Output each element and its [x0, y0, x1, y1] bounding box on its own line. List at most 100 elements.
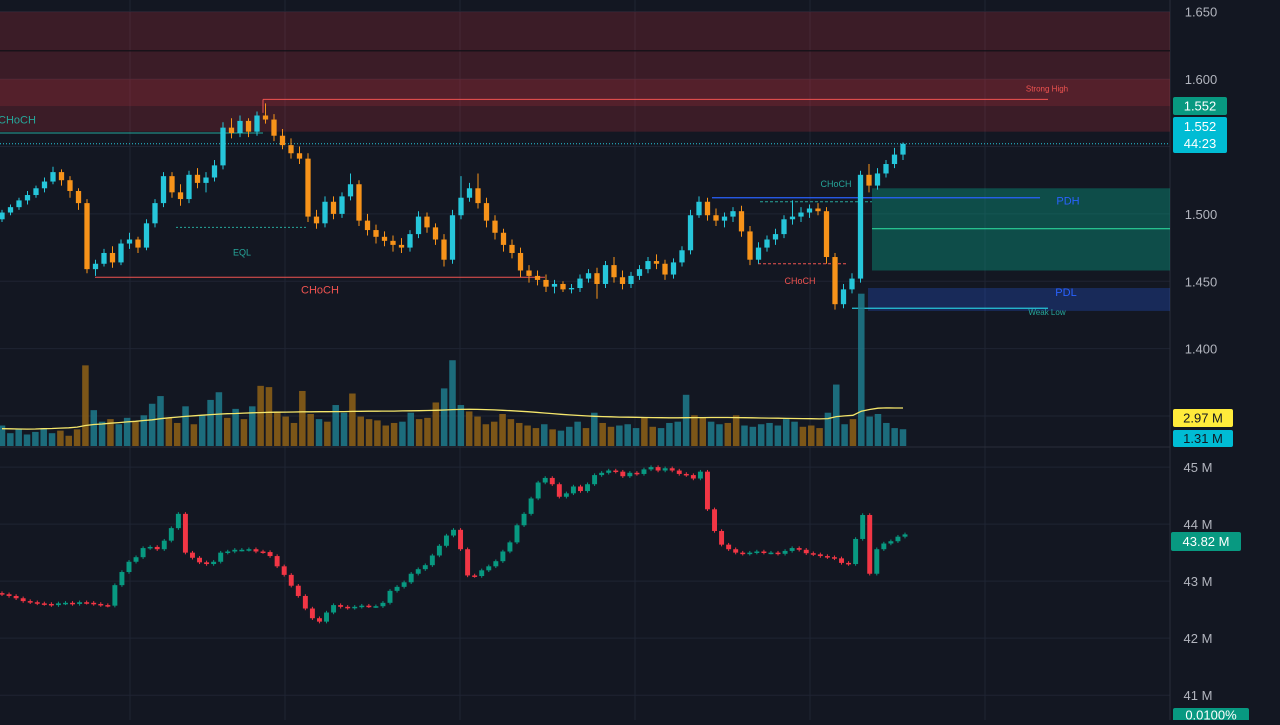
- candle-body: [422, 565, 428, 570]
- indicator-candle: [782, 549, 788, 556]
- price-candle: [594, 267, 600, 299]
- candle-body: [161, 540, 167, 550]
- volume-bar: [107, 419, 114, 446]
- candle-body: [747, 231, 753, 260]
- volume-bar: [357, 416, 364, 446]
- indicator-candle: [895, 534, 901, 543]
- candle-body: [738, 211, 745, 232]
- volume-bar: [299, 390, 306, 446]
- candle-body: [211, 165, 218, 178]
- volume-bar: [349, 393, 356, 446]
- candle-body: [271, 119, 277, 136]
- candle-body: [492, 220, 498, 233]
- indicator-candle: [48, 602, 54, 607]
- candle-body: [356, 184, 362, 221]
- indicator-candle: [458, 528, 464, 551]
- indicator-candle: [451, 528, 456, 538]
- price-candle: [211, 159, 218, 182]
- price-candle: [891, 147, 898, 169]
- price-candle: [738, 205, 745, 237]
- volume-bar: [0, 425, 6, 446]
- indicator-candle: [733, 547, 739, 555]
- price-candle: [577, 274, 583, 293]
- indicator-candle: [740, 550, 746, 556]
- price-candle: [696, 196, 702, 218]
- volume-bar: [791, 421, 798, 446]
- structure-label-choch: CHoCH: [301, 284, 339, 296]
- volume-bar: [340, 412, 348, 446]
- price-candle: [135, 236, 141, 253]
- volume-bar: [691, 415, 698, 446]
- candle-body: [133, 557, 139, 562]
- candle-body: [84, 203, 90, 270]
- candle-body: [20, 598, 26, 602]
- price-candle: [798, 207, 804, 222]
- candle-body: [359, 605, 365, 608]
- candle-body: [58, 172, 65, 181]
- candle-body: [55, 603, 61, 606]
- candle-body: [152, 203, 158, 224]
- candle-body: [112, 585, 118, 606]
- indicator-axis-tick: 41 M: [1184, 688, 1213, 703]
- volume-badge-bg: [1173, 430, 1233, 447]
- candle-body: [726, 544, 732, 550]
- price-candle: [118, 239, 124, 266]
- price-candle: [398, 238, 405, 253]
- volume-bar: [883, 422, 890, 446]
- price-candle: [543, 274, 549, 293]
- candle-body: [472, 575, 478, 577]
- volume-bar: [23, 434, 31, 446]
- indicator-candle: [493, 559, 499, 569]
- price-candle: [602, 261, 609, 289]
- price-candle: [619, 270, 626, 290]
- candle-body: [798, 212, 804, 217]
- candle-body: [0, 212, 5, 220]
- bullish-order-block: [872, 188, 1170, 271]
- price-candle: [560, 281, 566, 293]
- volume-bar: [566, 426, 573, 446]
- volume-bar: [132, 421, 139, 446]
- indicator-candle: [824, 554, 830, 559]
- candle-body: [245, 120, 252, 132]
- price-candle: [279, 128, 286, 150]
- price-candle: [458, 176, 464, 220]
- price-candle: [713, 208, 719, 227]
- candle-body: [690, 475, 696, 479]
- candle-body: [768, 552, 774, 555]
- pdl-zone: [868, 288, 1170, 311]
- candle-body: [126, 561, 132, 573]
- candle-body: [387, 590, 393, 603]
- candle-body: [98, 603, 104, 606]
- candle-body: [535, 482, 541, 499]
- price-candle: [857, 170, 864, 283]
- indicator-candle: [789, 546, 795, 553]
- candle-body: [740, 552, 746, 555]
- indicator-candle: [197, 556, 203, 565]
- price-axis-tick: 1.450: [1185, 274, 1218, 289]
- candle-body: [398, 244, 405, 248]
- candle-body: [147, 546, 153, 549]
- volume-bar: [382, 425, 390, 446]
- volume-bar: [257, 385, 264, 446]
- indicator-candle: [712, 507, 717, 533]
- candle-body: [803, 549, 809, 554]
- candle-body: [27, 601, 33, 603]
- candle-body: [0, 593, 5, 595]
- indicator-candle: [429, 553, 435, 567]
- candle-body: [140, 548, 146, 558]
- candle-body: [585, 484, 591, 492]
- indicator-candle: [105, 603, 111, 608]
- price-candle: [101, 248, 107, 267]
- price-candle: [296, 146, 303, 165]
- candle-body: [253, 549, 259, 552]
- price-candle: [806, 204, 813, 218]
- candle-body: [232, 549, 238, 552]
- volume-bar: [524, 425, 531, 446]
- candle-body: [401, 582, 407, 587]
- candle-body: [479, 570, 485, 577]
- indicator-candle: [366, 603, 372, 608]
- price-candle: [628, 271, 634, 289]
- candle-body: [599, 472, 605, 476]
